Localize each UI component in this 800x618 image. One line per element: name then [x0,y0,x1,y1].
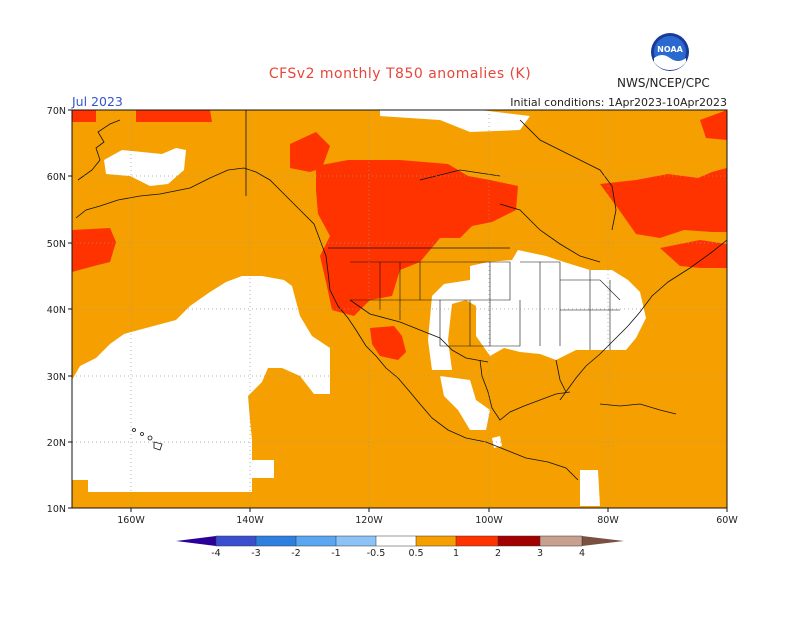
lat-tick-label: 40N [47,305,66,316]
coastlines [75,110,727,481]
lat-tick-label: 20N [47,438,66,449]
logo-text: NOAA [657,45,683,54]
map-field [72,110,727,508]
colorbar-swatch [256,536,296,546]
hawaii-islands [132,428,163,451]
lat-axis: 70N 60N 50N 40N 30N 20N 10N [47,106,72,515]
colorbar-swatch [416,536,456,546]
lon-tick-label: 120W [355,515,383,526]
colorbar-swatch [498,536,540,546]
forecast-month: Jul 2023 [72,94,123,109]
colorbar-swatch [540,536,582,546]
lon-tick-label: 60W [716,515,738,526]
initial-conditions: Initial conditions: 1Apr2023-10Apr2023 [510,96,727,109]
colorbar-swatch [582,536,624,546]
colorbar-swatch [216,536,256,546]
lon-tick-label: 80W [597,515,619,526]
colorbar-label: 1 [453,548,459,559]
state-borders [350,261,621,350]
lat-tick-label: 70N [47,106,66,117]
colorbar-label: 0.5 [408,548,423,559]
lat-tick-label: 10N [47,504,66,515]
lat-tick-label: 30N [47,372,66,383]
colorbar-label: -3 [251,548,260,559]
colorbar-label: -4 [211,548,220,559]
colorbar-label: -0.5 [367,548,386,559]
warm-regions [72,110,727,360]
lat-tick-label: 60N [47,172,66,183]
lon-tick-label: 100W [475,515,503,526]
lon-tick-label: 140W [236,515,264,526]
chart-title: CFSv2 monthly T850 anomalies (K) [268,66,532,82]
colorbar-swatch [376,536,416,546]
colorbar-swatch [336,536,376,546]
colorbar-label: 2 [495,548,501,559]
colorbar-label: -1 [331,548,340,559]
colorbar-label: -2 [291,548,300,559]
colorbar-swatch [456,536,498,546]
colorbar-swatch [176,536,216,546]
lon-axis: 160W 140W 120W 100W 80W 60W [117,508,738,526]
colorbar-label: 3 [537,548,543,559]
lat-tick-label: 50N [47,239,66,250]
colorbar: -4 -3 -2 -1 -0.5 0.5 1 2 3 4 [176,535,624,559]
agency-label: NWS/NCEP/CPC [617,76,710,90]
colorbar-swatch [296,536,336,546]
noaa-logo-icon: NOAA [651,33,689,71]
colorbar-label: 4 [579,548,585,559]
lon-tick-label: 160W [117,515,145,526]
